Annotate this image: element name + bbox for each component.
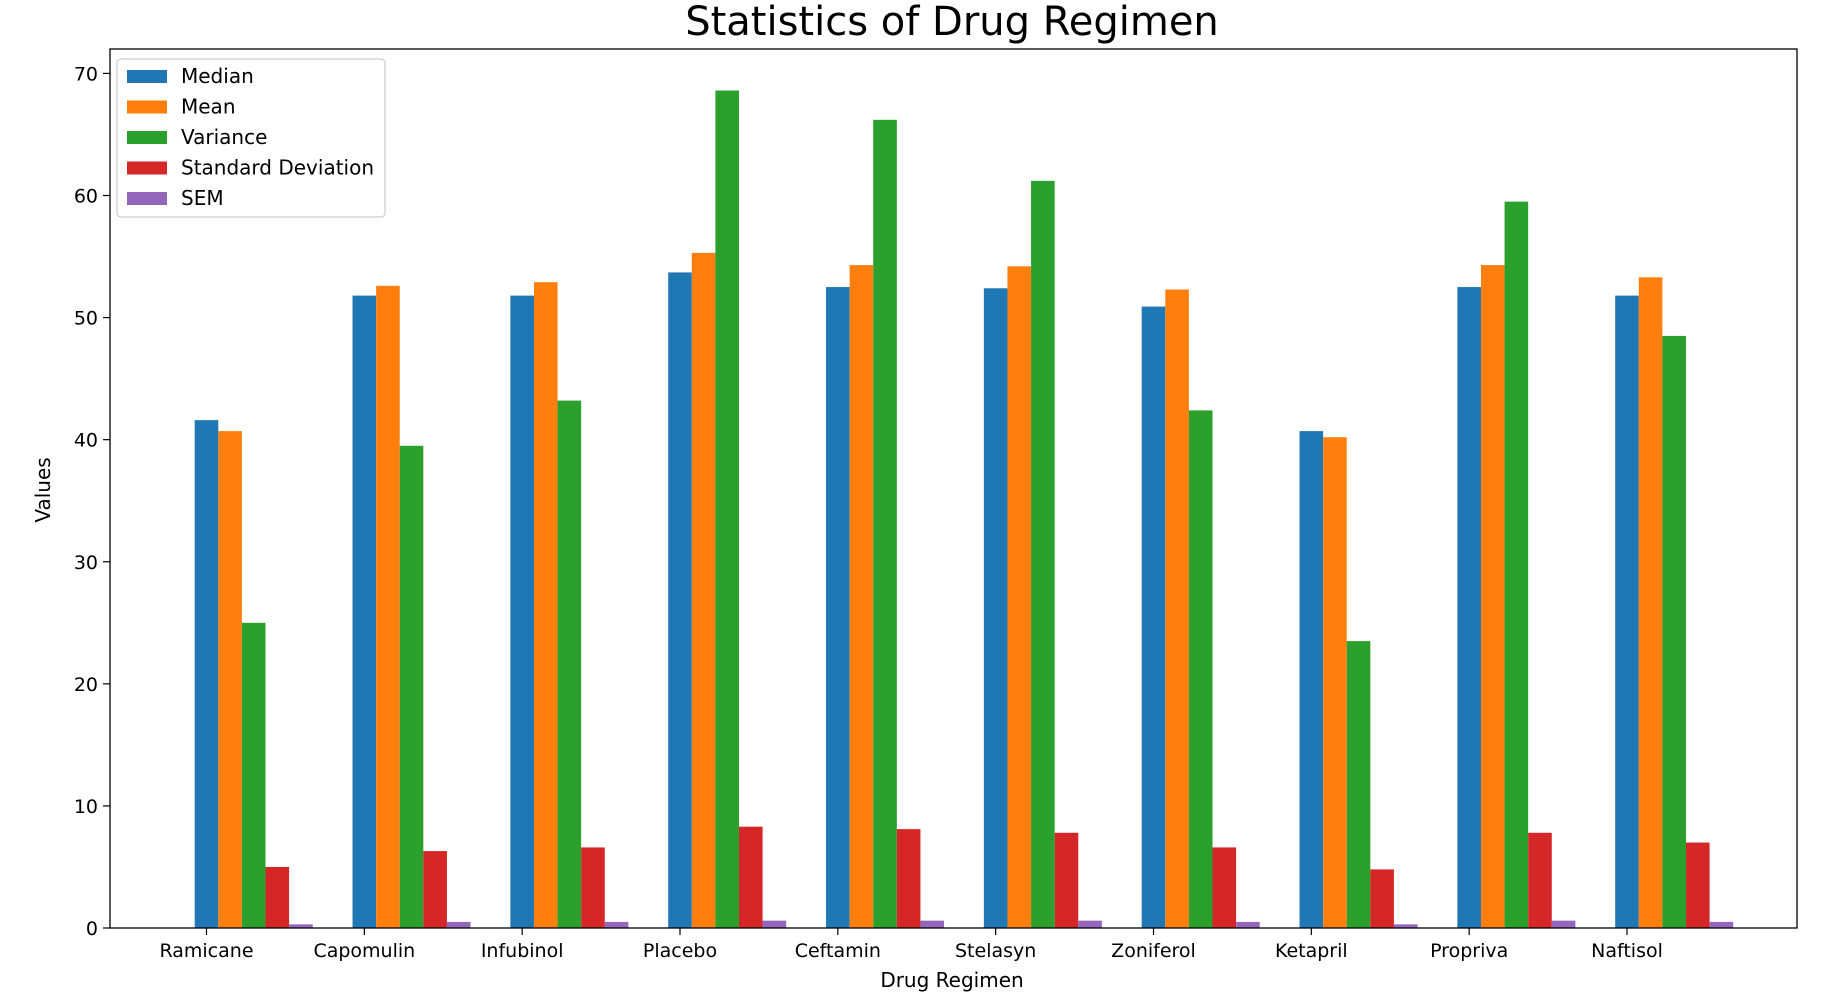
legend-swatch [127,100,167,114]
bar-median-infubinol [510,295,534,928]
bar-median-propriva [1457,287,1481,928]
x-tick-label: Ketapril [1275,940,1348,962]
y-axis-label: Values [31,457,55,522]
y-tick-label: 20 [74,674,98,696]
legend-swatch [127,131,167,144]
y-tick-label: 60 [74,186,98,208]
x-axis-label: Drug Regimen [880,968,1023,992]
legend-swatch [127,70,167,83]
x-tick-label: Propriva [1430,940,1508,962]
bar-variance-infubinol [557,400,582,929]
bar-sem-zoniferol [1236,921,1260,928]
bar-mean-capomulin [376,285,400,929]
x-tick-label: Capomulin [313,940,415,962]
x-tick-label: Ramicane [159,940,253,962]
y-tick-label: 10 [74,796,98,818]
legend-entry: Mean [181,95,236,119]
bar-mean-propriva [1480,265,1505,929]
legend-swatch [127,161,167,175]
bar-standard-deviation-propriva [1528,832,1552,928]
legend-entry: Median [181,64,254,88]
bar-standard-deviation-ketapril [1370,869,1394,928]
bar-variance-capomulin [399,445,424,928]
bar-sem-stelasyn [1078,920,1102,928]
bar-mean-ceftamin [849,265,874,929]
bar-median-capomulin [352,295,377,928]
x-tick-label: Infubinol [481,940,564,962]
chart-title: Statistics of Drug Regimen [685,0,1219,45]
bar-median-stelasyn [983,288,1008,928]
legend-entry: Variance [181,125,267,149]
bar-sem-capomulin [446,921,471,928]
bar-variance-propriva [1504,201,1529,929]
x-tick-label: Placebo [643,940,717,962]
bar-standard-deviation-naftisol [1686,842,1710,928]
bar-sem-infubinol [604,921,629,928]
bar-mean-ketapril [1323,437,1347,928]
legend-entry: Standard Deviation [181,156,374,180]
bar-mean-ramicane [218,431,242,928]
plot-area [194,90,1734,929]
x-tick-label: Naftisol [1591,940,1663,962]
bar-sem-ramicane [289,924,313,928]
bar-mean-naftisol [1638,277,1663,928]
y-tick-label: 30 [74,552,98,574]
bar-standard-deviation-zoniferol [1212,847,1237,928]
bar-standard-deviation-infubinol [581,847,605,928]
bar-mean-stelasyn [1007,266,1032,928]
bar-variance-naftisol [1662,335,1686,928]
bar-median-ramicane [194,420,219,928]
bar-standard-deviation-placebo [739,826,763,928]
bar-standard-deviation-stelasyn [1054,832,1079,928]
bar-mean-zoniferol [1165,289,1189,928]
legend-entry: SEM [181,186,224,210]
bar-variance-ceftamin [873,119,897,928]
bar-sem-propriva [1551,920,1576,928]
bar-sem-placebo [762,920,787,928]
bar-sem-ketapril [1393,924,1418,928]
y-tick-label: 0 [86,918,98,940]
bar-standard-deviation-ceftamin [896,829,921,928]
bar-mean-placebo [691,252,716,928]
x-tick-label: Ceftamin [795,940,881,962]
bar-median-ceftamin [826,287,850,928]
y-tick-label: 40 [74,430,98,452]
bar-variance-zoniferol [1188,410,1213,928]
bar-variance-ramicane [241,622,266,928]
bar-variance-stelasyn [1031,180,1055,929]
axes: Ramicane Capomulin Infubinol Placebo Ceftami… [74,48,1798,962]
legend-frame [116,58,386,218]
bar-median-ketapril [1299,431,1324,928]
y-tick-label: 70 [74,63,98,85]
y-tick-label: 50 [74,308,98,330]
x-tick-label: Zoniferol [1111,940,1196,962]
bar-median-placebo [668,272,692,928]
bar-sem-ceftamin [920,920,945,928]
bar-variance-placebo [715,90,739,928]
bar-median-zoniferol [1141,306,1166,929]
bar-standard-deviation-capomulin [423,851,447,928]
legend: Median Mean Variance Standard Deviation SEM [116,58,386,218]
legend-swatch [127,192,167,205]
plot-frame [109,48,1798,929]
bar-mean-infubinol [533,282,558,928]
bar-median-naftisol [1615,295,1639,928]
bar-variance-ketapril [1346,641,1371,928]
bar-standard-deviation-ramicane [265,866,290,928]
x-tick-label: Stelasyn [955,940,1036,962]
bar-sem-naftisol [1709,921,1734,928]
